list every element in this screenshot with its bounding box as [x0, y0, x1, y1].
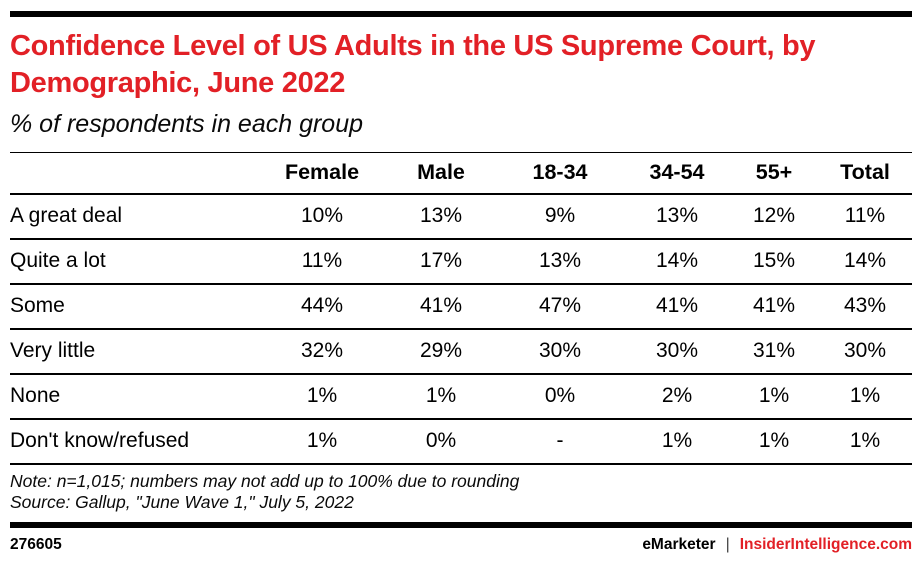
table-row-none: None 1% 1% 0% 2% 1% 1% — [10, 373, 912, 420]
footer: 276605 eMarketer | InsiderIntelligence.c… — [10, 536, 912, 554]
cell-value: 41% — [730, 283, 818, 330]
cell-value: 0% — [386, 418, 496, 465]
cell-value: 1% — [818, 373, 912, 420]
cell-value: 15% — [730, 238, 818, 285]
cell-value: 30% — [624, 328, 730, 375]
row-label: Very little — [10, 328, 258, 375]
row-label: Don't know/refused — [10, 418, 258, 465]
brand-block: eMarketer | InsiderIntelligence.com — [642, 536, 912, 554]
cell-value: 1% — [730, 418, 818, 465]
cell-value: 1% — [624, 418, 730, 465]
cell-value: 41% — [386, 283, 496, 330]
cell-value: 13% — [496, 238, 624, 285]
cell-value: 11% — [258, 238, 386, 285]
row-label: A great deal — [10, 193, 258, 240]
column-header-male: Male — [386, 152, 496, 195]
cell-value: 41% — [624, 283, 730, 330]
cell-value: 30% — [818, 328, 912, 375]
cell-value: 13% — [624, 193, 730, 240]
source-text: Source: Gallup, "June Wave 1," July 5, 2… — [10, 491, 354, 512]
table-header-row: Female Male 18-34 34-54 55+ Total — [10, 152, 912, 195]
cell-value: 31% — [730, 328, 818, 375]
cell-value: 43% — [818, 283, 912, 330]
cell-value: 44% — [258, 283, 386, 330]
cell-value: 1% — [818, 418, 912, 465]
row-label-header — [10, 152, 258, 195]
cell-value: 47% — [496, 283, 624, 330]
chart-id: 276605 — [10, 535, 62, 553]
table-row-some: Some 44% 41% 47% 41% 41% 43% — [10, 283, 912, 330]
note-text: Note: n=1,015; numbers may not add up to… — [10, 470, 520, 491]
cell-value: 11% — [818, 193, 912, 240]
cell-value: 1% — [258, 373, 386, 420]
cell-value: 1% — [730, 373, 818, 420]
insider-intelligence-link[interactable]: InsiderIntelligence.com — [739, 535, 912, 553]
table-row-a-great-deal: A great deal 10% 13% 9% 13% 12% 11% — [10, 193, 912, 240]
row-label: Quite a lot — [10, 238, 258, 285]
column-header-55plus: 55+ — [730, 152, 818, 195]
table-row-very-little: Very little 32% 29% 30% 30% 31% 30% — [10, 328, 912, 375]
cell-value: 2% — [624, 373, 730, 420]
footer-divider: | — [725, 535, 730, 553]
cell-value: 9% — [496, 193, 624, 240]
row-label: Some — [10, 283, 258, 330]
cell-value: - — [496, 418, 624, 465]
cell-value: 13% — [386, 193, 496, 240]
table-row-dont-know-refused: Don't know/refused 1% 0% - 1% 1% 1% — [10, 418, 912, 465]
top-rule — [10, 11, 912, 17]
data-table: Female Male 18-34 34-54 55+ Total A grea… — [10, 152, 912, 465]
emarketer-wordmark: eMarketer — [642, 535, 716, 553]
cell-value: 14% — [818, 238, 912, 285]
cell-value: 32% — [258, 328, 386, 375]
column-header-18-34: 18-34 — [496, 152, 624, 195]
row-label: None — [10, 373, 258, 420]
cell-value: 29% — [386, 328, 496, 375]
chart-title: Confidence Level of US Adults in the US … — [10, 30, 816, 99]
bottom-rule — [10, 521, 912, 528]
cell-value: 30% — [496, 328, 624, 375]
chart-container: Confidence Level of US Adults in the US … — [0, 11, 922, 583]
chart-subtitle: % of respondents in each group — [10, 110, 364, 138]
cell-value: 10% — [258, 193, 386, 240]
cell-value: 0% — [496, 373, 624, 420]
table-row-quite-a-lot: Quite a lot 11% 17% 13% 14% 15% 14% — [10, 238, 912, 285]
cell-value: 1% — [258, 418, 386, 465]
cell-value: 12% — [730, 193, 818, 240]
cell-value: 14% — [624, 238, 730, 285]
cell-value: 17% — [386, 238, 496, 285]
column-header-34-54: 34-54 — [624, 152, 730, 195]
column-header-total: Total — [818, 152, 912, 195]
column-header-female: Female — [258, 152, 386, 195]
cell-value: 1% — [386, 373, 496, 420]
